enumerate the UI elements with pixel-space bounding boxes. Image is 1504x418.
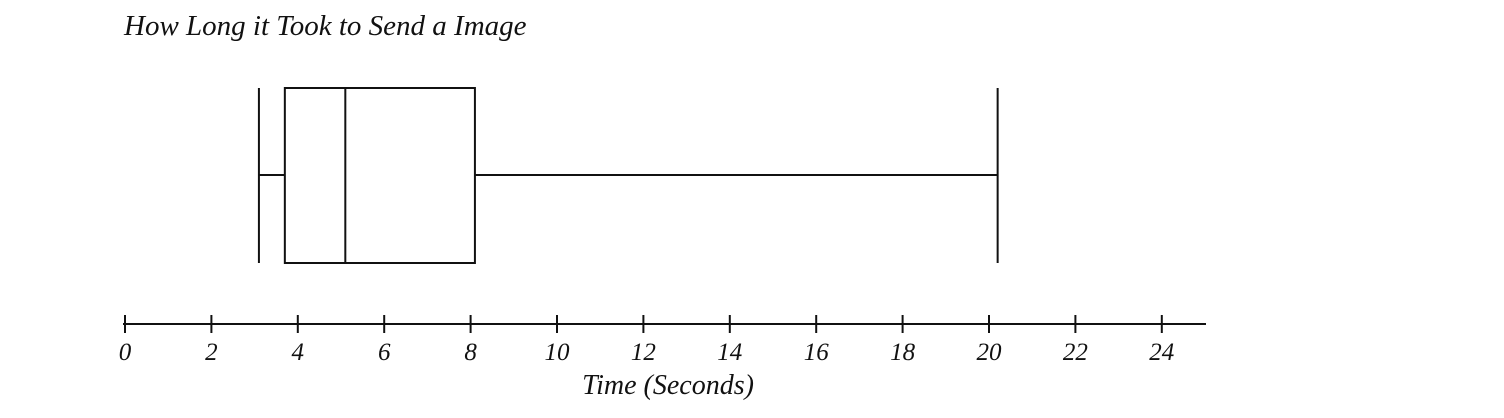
x-axis-label: Time (Seconds)	[582, 370, 754, 401]
x-tick-label: 4	[292, 339, 305, 366]
x-tick-label: 14	[717, 339, 742, 366]
x-tick-label: 22	[1063, 339, 1088, 366]
x-tick-label: 18	[890, 339, 916, 366]
x-tick-label: 20	[977, 339, 1003, 366]
interquartile-box	[283, 87, 476, 264]
x-tick-label: 8	[464, 339, 477, 366]
chart-title: How Long it Took to Send a Image	[124, 10, 527, 42]
x-axis: 0 2 4 6 8 10 12 14 16 18 20 22 24	[119, 315, 1206, 366]
x-tick-label: 24	[1149, 339, 1174, 366]
box-plot	[257, 87, 999, 264]
x-tick-label: 10	[545, 339, 571, 366]
x-tick-label: 12	[631, 339, 656, 366]
x-tick-label: 0	[119, 339, 132, 366]
x-tick-label: 6	[378, 339, 391, 366]
x-tick-label: 16	[804, 339, 830, 366]
x-tick-label: 2	[205, 339, 218, 366]
